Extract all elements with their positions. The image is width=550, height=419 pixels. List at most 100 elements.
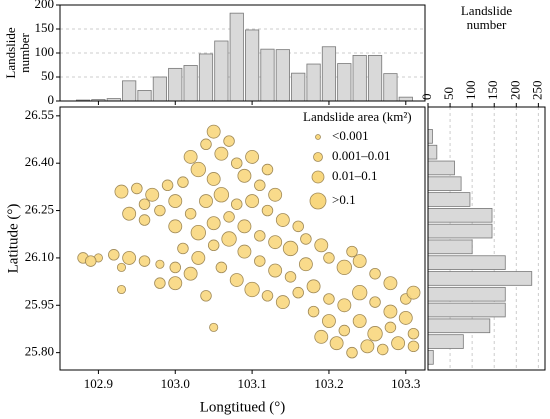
bar [427,208,493,223]
y-tick-label: 25.80 [25,344,54,359]
point [284,271,297,283]
y-tick-label: 0 [48,92,55,107]
point [84,255,97,267]
point [346,245,358,258]
y-tick-label: 100 [35,44,55,59]
bar [427,302,506,318]
bar [122,80,137,102]
point [268,187,283,202]
point [292,220,304,233]
bar [198,53,214,102]
point [338,324,351,337]
point [230,198,243,210]
point [190,224,206,241]
frame [59,106,426,371]
point [191,250,206,265]
legend-label: <0.001 [332,128,369,143]
point [138,198,151,210]
bar [427,160,455,176]
point [275,295,290,310]
point [261,290,274,302]
bar [427,192,471,207]
point [323,252,335,264]
legend-marker [315,134,321,140]
x-axis-label: Longtitued (°) [200,399,286,415]
point [206,124,221,139]
point [229,273,244,287]
point [183,266,198,281]
bar [229,12,244,102]
y-axis-label: number [17,32,32,72]
point [329,336,344,351]
point [369,267,381,280]
point [384,321,397,334]
point [230,157,243,169]
y-axis-label: Landslide [3,27,18,78]
point [223,135,235,147]
point [213,187,230,203]
point [221,231,237,247]
bar [427,318,491,334]
point [261,163,274,176]
bar [427,271,533,286]
point [138,255,151,267]
point [214,146,229,161]
point [245,149,260,164]
point [307,305,320,318]
point [407,340,420,353]
legend-marker [313,152,323,162]
bar [245,29,260,102]
point [215,261,228,274]
x-tick-label: 200 [507,81,522,101]
point [391,336,406,351]
point [322,314,336,329]
frame [59,4,426,102]
x-tick-label: 103.3 [391,376,420,391]
point [376,343,389,356]
bar [352,55,367,102]
point [268,263,283,278]
point [337,298,352,313]
x-axis-label: Landslide [461,3,512,18]
bar [398,96,413,102]
point [254,230,266,242]
point [254,255,266,267]
point [177,176,189,188]
y-tick-label: 50 [41,68,54,83]
x-tick-label: 100 [463,81,478,101]
point [131,182,143,195]
point [360,339,375,354]
point [116,284,127,295]
legend-marker [309,192,327,210]
bar [427,144,438,160]
point [383,276,398,291]
point [154,204,166,217]
point [154,277,166,289]
bar [291,72,306,102]
bar [137,90,152,102]
bar [427,223,493,239]
bar [183,65,198,102]
point [323,293,335,305]
point [268,235,283,250]
bar [383,73,398,102]
x-tick-label: 103.0 [161,376,190,391]
point [184,207,197,220]
point [183,149,198,164]
bar [427,334,464,349]
bar [427,286,506,302]
x-tick-label: 103.2 [314,376,343,391]
point [200,138,212,150]
point [346,346,358,359]
point [336,259,352,276]
point [116,262,127,272]
point [161,179,174,192]
bar [260,48,275,102]
legend-title: Landslide area (km²) [303,109,412,124]
y-tick-label: 26.40 [25,154,54,169]
bar [321,46,337,102]
point [352,314,367,329]
point [261,204,274,217]
x-tick-label: 150 [485,81,500,101]
point [122,206,137,221]
